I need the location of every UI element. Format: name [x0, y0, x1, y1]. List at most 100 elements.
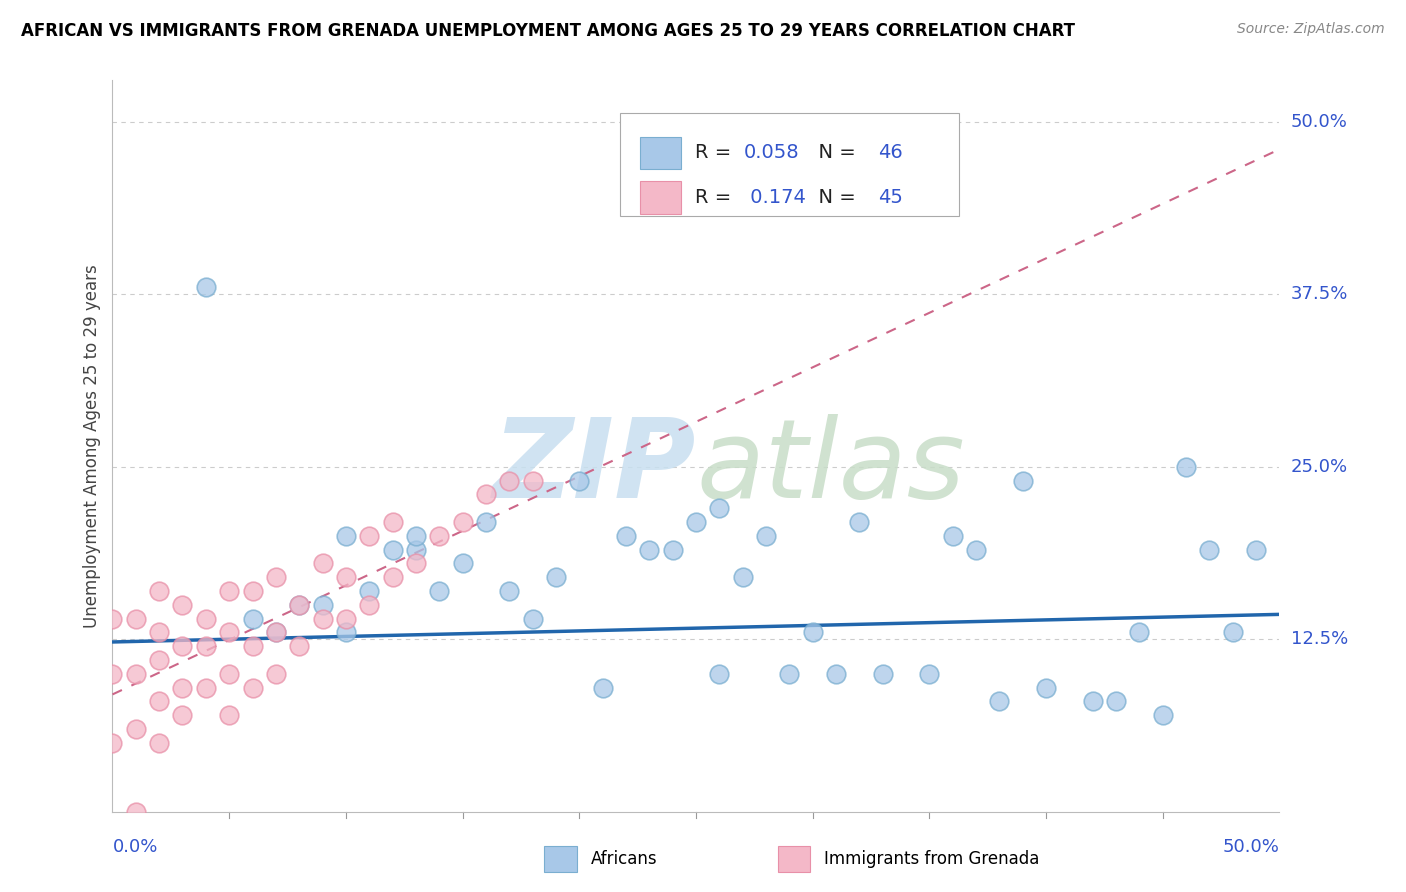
Point — [148, 583, 170, 598]
Point — [614, 529, 637, 543]
Bar — [640, 136, 681, 169]
Bar — [544, 847, 576, 872]
Text: 50.0%: 50.0% — [1291, 112, 1347, 131]
Point — [381, 570, 404, 584]
Point — [381, 515, 404, 529]
Point — [125, 666, 148, 681]
Point — [942, 529, 965, 543]
Text: 50.0%: 50.0% — [1223, 838, 1279, 856]
Point — [359, 598, 381, 612]
Point — [778, 666, 800, 681]
Y-axis label: Unemployment Among Ages 25 to 29 years: Unemployment Among Ages 25 to 29 years — [83, 264, 101, 628]
Point — [848, 515, 870, 529]
Point — [101, 736, 124, 750]
Point — [218, 583, 240, 598]
Text: ZIP: ZIP — [492, 415, 696, 522]
Point — [194, 611, 217, 625]
Point — [264, 625, 287, 640]
Point — [288, 639, 311, 653]
Point — [1081, 694, 1104, 708]
Point — [709, 501, 731, 516]
Point — [335, 570, 357, 584]
Point — [988, 694, 1011, 708]
Point — [1222, 625, 1244, 640]
Point — [1198, 542, 1220, 557]
Point — [451, 557, 474, 571]
Point — [264, 570, 287, 584]
Text: 25.0%: 25.0% — [1291, 458, 1348, 475]
Point — [872, 666, 894, 681]
Point — [311, 557, 333, 571]
Point — [731, 570, 754, 584]
Point — [359, 583, 381, 598]
Point — [405, 557, 427, 571]
Point — [592, 681, 614, 695]
Point — [638, 542, 661, 557]
Text: R =: R = — [695, 144, 737, 162]
Point — [335, 611, 357, 625]
Text: 0.0%: 0.0% — [112, 838, 157, 856]
Point — [101, 611, 124, 625]
Text: AFRICAN VS IMMIGRANTS FROM GRENADA UNEMPLOYMENT AMONG AGES 25 TO 29 YEARS CORREL: AFRICAN VS IMMIGRANTS FROM GRENADA UNEMP… — [21, 22, 1076, 40]
Point — [288, 598, 311, 612]
Point — [801, 625, 824, 640]
Point — [685, 515, 707, 529]
Bar — [640, 181, 681, 214]
Point — [522, 474, 544, 488]
Point — [218, 708, 240, 723]
Point — [311, 611, 333, 625]
Point — [101, 666, 124, 681]
Point — [218, 666, 240, 681]
Point — [1035, 681, 1057, 695]
FancyBboxPatch shape — [620, 113, 959, 216]
Text: 0.058: 0.058 — [744, 144, 800, 162]
Text: 45: 45 — [877, 188, 903, 207]
Point — [194, 280, 217, 294]
Text: 37.5%: 37.5% — [1291, 285, 1348, 303]
Point — [475, 515, 498, 529]
Point — [451, 515, 474, 529]
Point — [1128, 625, 1150, 640]
Point — [755, 529, 778, 543]
Point — [568, 474, 591, 488]
Point — [172, 708, 194, 723]
Point — [172, 681, 194, 695]
Text: R =: R = — [695, 188, 737, 207]
Point — [381, 542, 404, 557]
Point — [405, 542, 427, 557]
Point — [1105, 694, 1128, 708]
Text: 46: 46 — [877, 144, 903, 162]
Point — [359, 529, 381, 543]
Point — [264, 666, 287, 681]
Point — [311, 598, 333, 612]
Point — [148, 625, 170, 640]
Bar — [778, 847, 810, 872]
Text: N =: N = — [806, 144, 862, 162]
Point — [172, 598, 194, 612]
Point — [427, 529, 450, 543]
Point — [242, 639, 264, 653]
Point — [218, 625, 240, 640]
Text: N =: N = — [806, 188, 862, 207]
Point — [965, 542, 987, 557]
Point — [498, 474, 520, 488]
Point — [242, 611, 264, 625]
Point — [148, 736, 170, 750]
Point — [194, 681, 217, 695]
Point — [522, 611, 544, 625]
Point — [242, 583, 264, 598]
Point — [288, 598, 311, 612]
Text: 12.5%: 12.5% — [1291, 631, 1348, 648]
Point — [194, 639, 217, 653]
Point — [148, 694, 170, 708]
Point — [1175, 459, 1198, 474]
Point — [1152, 708, 1174, 723]
Point — [264, 625, 287, 640]
Text: Immigrants from Grenada: Immigrants from Grenada — [824, 850, 1039, 868]
Point — [1244, 542, 1267, 557]
Point — [475, 487, 498, 501]
Point — [427, 583, 450, 598]
Point — [544, 570, 567, 584]
Text: Source: ZipAtlas.com: Source: ZipAtlas.com — [1237, 22, 1385, 37]
Point — [1011, 474, 1033, 488]
